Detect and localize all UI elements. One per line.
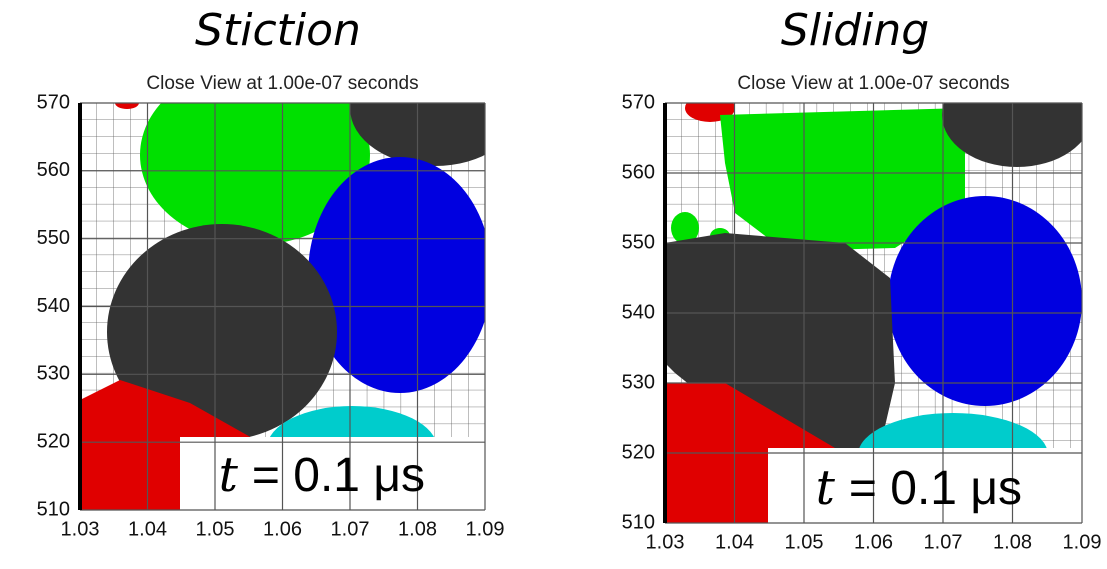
panel-title: Close View at 1.00e-07 seconds: [737, 73, 1009, 94]
y-tick-label: 520: [622, 441, 655, 463]
panel-heading: Stiction: [195, 5, 361, 56]
y-tick-label: 530: [622, 371, 655, 393]
plot-area: [80, 50, 520, 510]
panel-title: Close View at 1.00e-07 seconds: [146, 73, 418, 94]
x-tick-label: 1.05: [785, 531, 824, 553]
y-tick-label: 560: [37, 159, 70, 181]
y-tick-label: 510: [37, 498, 70, 520]
y-tick-label: 540: [37, 295, 70, 317]
x-tick-label: 1.06: [854, 531, 893, 553]
x-tick-label: 1.07: [331, 518, 370, 540]
y-tick-label: 520: [37, 430, 70, 452]
panel-heading: Sliding: [781, 5, 929, 56]
x-tick-label: 1.08: [398, 518, 437, 540]
figure: 1.03 1.04 1.05 1.06 1.07 1.08 1.09 510 520 530 540…: [0, 0, 1107, 569]
x-tick-label: 1.05: [196, 518, 235, 540]
y-tick-label: 570: [37, 91, 70, 113]
x-tick-label: 1.09: [466, 518, 505, 540]
annotation-text: = 0.1 μs: [849, 462, 1022, 515]
y-tick-label: 530: [37, 363, 70, 385]
x-tick-label: 1.08: [993, 531, 1032, 553]
y-tick-label: 510: [622, 511, 655, 533]
x-tick-label: 1.03: [61, 518, 100, 540]
y-tick-label: 550: [622, 231, 655, 253]
panel: 1.03 1.04 1.05 1.06 1.07 1.08 1.09 510 520 530 540…: [37, 50, 520, 540]
x-tick-label: 1.04: [128, 518, 167, 540]
panel: 1.03 1.04 1.05 1.06 1.07 1.08 1.09 510 520 530 540…: [622, 63, 1102, 553]
x-tick-label: 1.04: [715, 531, 754, 553]
y-tick-label: 570: [622, 91, 655, 113]
y-tick-label: 540: [622, 301, 655, 323]
x-tick-label: 1.03: [646, 531, 685, 553]
x-tick-label: 1.07: [924, 531, 963, 553]
y-tick-label: 560: [622, 161, 655, 183]
x-tick-label: 1.09: [1063, 531, 1102, 553]
x-tick-label: 1.06: [263, 518, 302, 540]
annotation-var: t: [816, 460, 836, 516]
annotation-text: = 0.1 μs: [252, 449, 425, 502]
annotation-var: t: [219, 447, 239, 503]
y-tick-label: 550: [37, 227, 70, 249]
plot-area: [665, 63, 1092, 523]
